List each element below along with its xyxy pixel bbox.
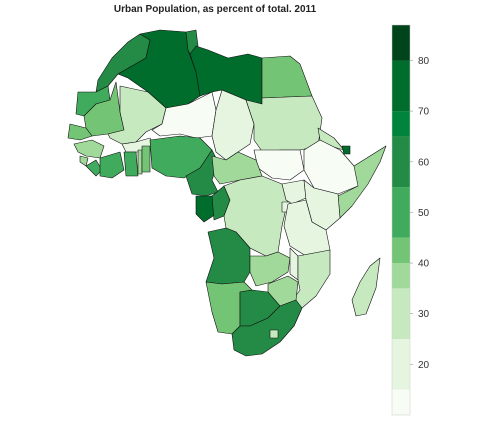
map-title: Urban Population, as percent of total. 2… [113,4,317,15]
legend-bin-7 [392,111,410,137]
country-lesotho [269,329,279,339]
legend-tick-label-4: 60 [418,157,430,168]
legend-tick-label-0: 20 [418,360,430,371]
country-sierra-leone [79,155,89,167]
country-senegal [67,123,93,141]
country-uganda [281,179,307,205]
legend-tick-label-5: 70 [418,107,430,118]
legend-bins [392,25,410,415]
country-zambia [249,251,291,287]
legend-bin-2 [392,288,410,340]
legend-tick-label-1: 30 [418,309,430,320]
legend-tick-label-3: 50 [418,208,430,219]
legend-bin-6 [392,136,410,188]
legend-ticks: 20 30 40 50 60 70 80 [410,56,430,371]
legend-tick-label-2: 40 [418,259,430,270]
legend-tick-label-6: 80 [418,56,430,67]
country-ghana [123,151,139,177]
legend-border [391,24,411,416]
legend-bin-3 [392,263,410,289]
legend-bin-1 [392,339,410,390]
country-south-sudan [253,149,305,181]
country-angola [205,227,251,285]
country-madagascar [351,257,381,317]
country-south-africa [231,299,303,357]
country-somalia [337,145,387,219]
country-egypt [261,55,313,99]
country-liberia [85,159,103,177]
country-eritrea [317,127,345,151]
country-cote-divoire [99,151,125,179]
country-sudan [245,95,323,155]
country-guinea [73,139,105,159]
country-djibouti [341,145,351,155]
countries-layer [67,29,387,357]
country-benin [141,145,151,173]
color-legend: 20 30 40 50 60 70 80 [391,24,430,416]
country-togo [137,149,143,175]
legend-bin-8 [392,60,410,112]
country-gabon [195,195,217,223]
legend-bin-9 [392,25,410,61]
legend-bin-0 [392,389,410,415]
legend-bin-5 [392,187,410,238]
legend-bin-4 [392,237,410,264]
country-cameroon [185,149,219,197]
country-malawi [289,247,299,281]
